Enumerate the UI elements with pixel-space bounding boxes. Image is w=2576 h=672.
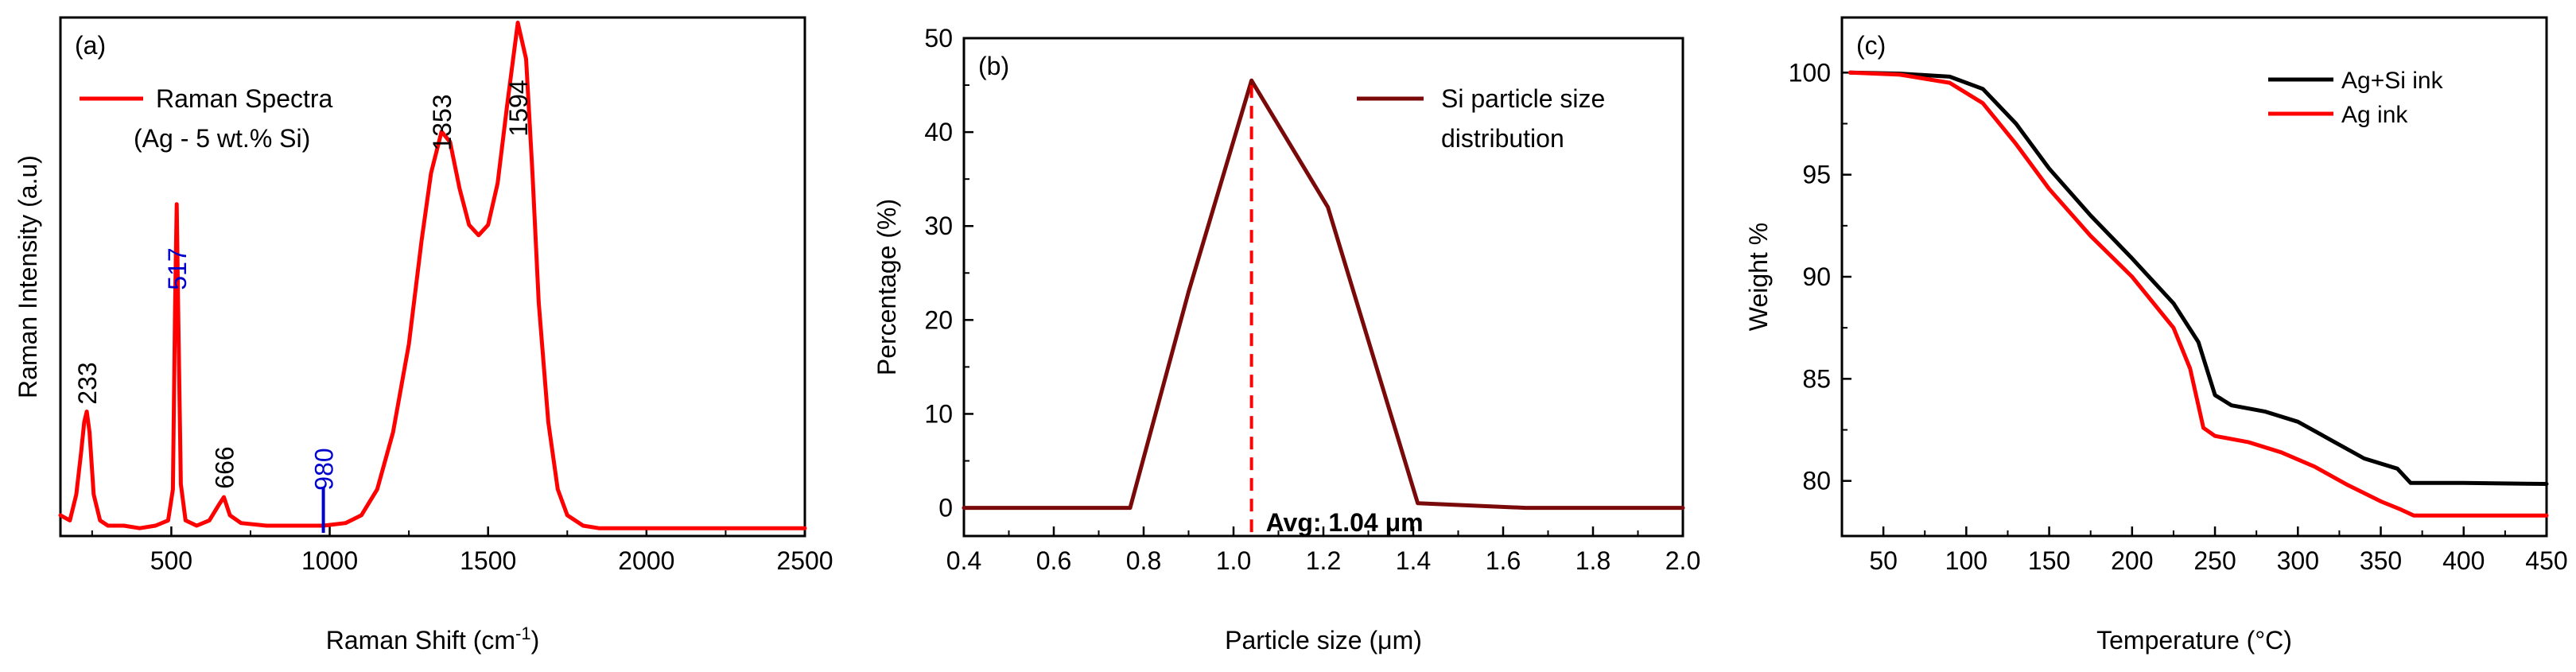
series-line bbox=[962, 78, 1685, 511]
x-tick-label: 1000 bbox=[301, 546, 358, 575]
peak-label: 517 bbox=[163, 247, 192, 289]
legend-label: Si particle size bbox=[1441, 84, 1605, 113]
legend-label: Ag+Si ink bbox=[2341, 68, 2444, 94]
legend-label: distribution bbox=[1441, 124, 1564, 153]
x-axis-label: Temperature (°C) bbox=[2096, 626, 2292, 655]
x-tick-label: 50 bbox=[1869, 546, 1898, 575]
x-tick-label: 450 bbox=[2525, 546, 2567, 575]
legend-label: (Ag - 5 wt.% Si) bbox=[134, 124, 310, 153]
x-tick-label: 2500 bbox=[776, 546, 833, 575]
peak-label: 1353 bbox=[428, 94, 457, 150]
peak-label: 233 bbox=[73, 362, 102, 404]
x-tick-label: 100 bbox=[1945, 546, 1987, 575]
x-tick-label: 0.6 bbox=[1036, 546, 1071, 575]
peak-label: 666 bbox=[211, 446, 239, 488]
x-axis-label: Raman Shift (cm-1) bbox=[326, 623, 540, 655]
x-tick-label: 500 bbox=[150, 546, 192, 575]
x-tick-label: 2000 bbox=[618, 546, 674, 575]
x-tick-label: 300 bbox=[2277, 546, 2319, 575]
average-annotation: Avg: 1.04 μm bbox=[1266, 508, 1424, 537]
y-tick-label: 80 bbox=[1802, 467, 1831, 495]
peak-label: 1594 bbox=[504, 80, 533, 136]
x-tick-label: 1.2 bbox=[1306, 546, 1341, 575]
panel-b: 0.4 0.6 0.8 1.0 1.2 1.4 1.6 1.8 2.0 0 10 20 30 40 50 (b… bbox=[872, 24, 1700, 655]
y-tick-label: 50 bbox=[924, 24, 953, 52]
y-tick-label: 20 bbox=[924, 305, 953, 334]
series-line bbox=[58, 21, 807, 530]
y-tick-label: 100 bbox=[1789, 58, 1831, 87]
x-tick-label: 250 bbox=[2193, 546, 2236, 575]
x-tick-label: 0.8 bbox=[1126, 546, 1161, 575]
y-tick-label: 40 bbox=[924, 118, 953, 146]
x-tick-label: 1.6 bbox=[1486, 546, 1521, 575]
x-tick-label: 1.8 bbox=[1576, 546, 1610, 575]
panel-a: 500 1000 1500 2000 2500 (a) Raman Shift (cm-1)… bbox=[14, 16, 833, 655]
series-line bbox=[1847, 70, 2549, 486]
y-tick-label: 95 bbox=[1802, 161, 1831, 189]
y-tick-label: 85 bbox=[1802, 364, 1831, 393]
y-tick-label: 0 bbox=[938, 494, 953, 522]
x-tick-label: 1500 bbox=[460, 546, 516, 575]
legend-label: Raman Spectra bbox=[156, 84, 333, 113]
x-tick-label: 1.0 bbox=[1216, 546, 1251, 575]
y-axis-label: Weight % bbox=[1744, 223, 1773, 331]
y-tick-label: 90 bbox=[1802, 262, 1831, 291]
y-tick-label: 10 bbox=[924, 399, 953, 428]
y-axis-label: Raman Intensity (a.u) bbox=[14, 155, 42, 398]
x-tick-label: 0.4 bbox=[946, 546, 981, 575]
panel-label: (a) bbox=[75, 31, 106, 60]
x-tick-label: 1.4 bbox=[1396, 546, 1431, 575]
legend-label: Ag ink bbox=[2341, 102, 2408, 128]
x-axis-label: Particle size (μm) bbox=[1225, 626, 1422, 655]
panel-label: (c) bbox=[1856, 31, 1886, 60]
y-tick-label: 30 bbox=[924, 212, 953, 240]
panel-label: (b) bbox=[978, 52, 1009, 80]
y-axis-label: Percentage (%) bbox=[872, 199, 901, 375]
x-tick-label: 2.0 bbox=[1665, 546, 1700, 575]
plot-frame bbox=[59, 16, 806, 538]
x-tick-label: 200 bbox=[2111, 546, 2153, 575]
plot-frame bbox=[1840, 16, 2548, 538]
x-tick-label: 400 bbox=[2442, 546, 2485, 575]
peak-label: 980 bbox=[310, 448, 339, 490]
series-line bbox=[1847, 70, 2549, 518]
x-tick-label: 150 bbox=[2028, 546, 2070, 575]
panel-c: 50 100 150 200 250 300 350 400 450 80 85 90 95 100 (c)… bbox=[1744, 16, 2568, 655]
x-tick-label: 350 bbox=[2360, 546, 2402, 575]
